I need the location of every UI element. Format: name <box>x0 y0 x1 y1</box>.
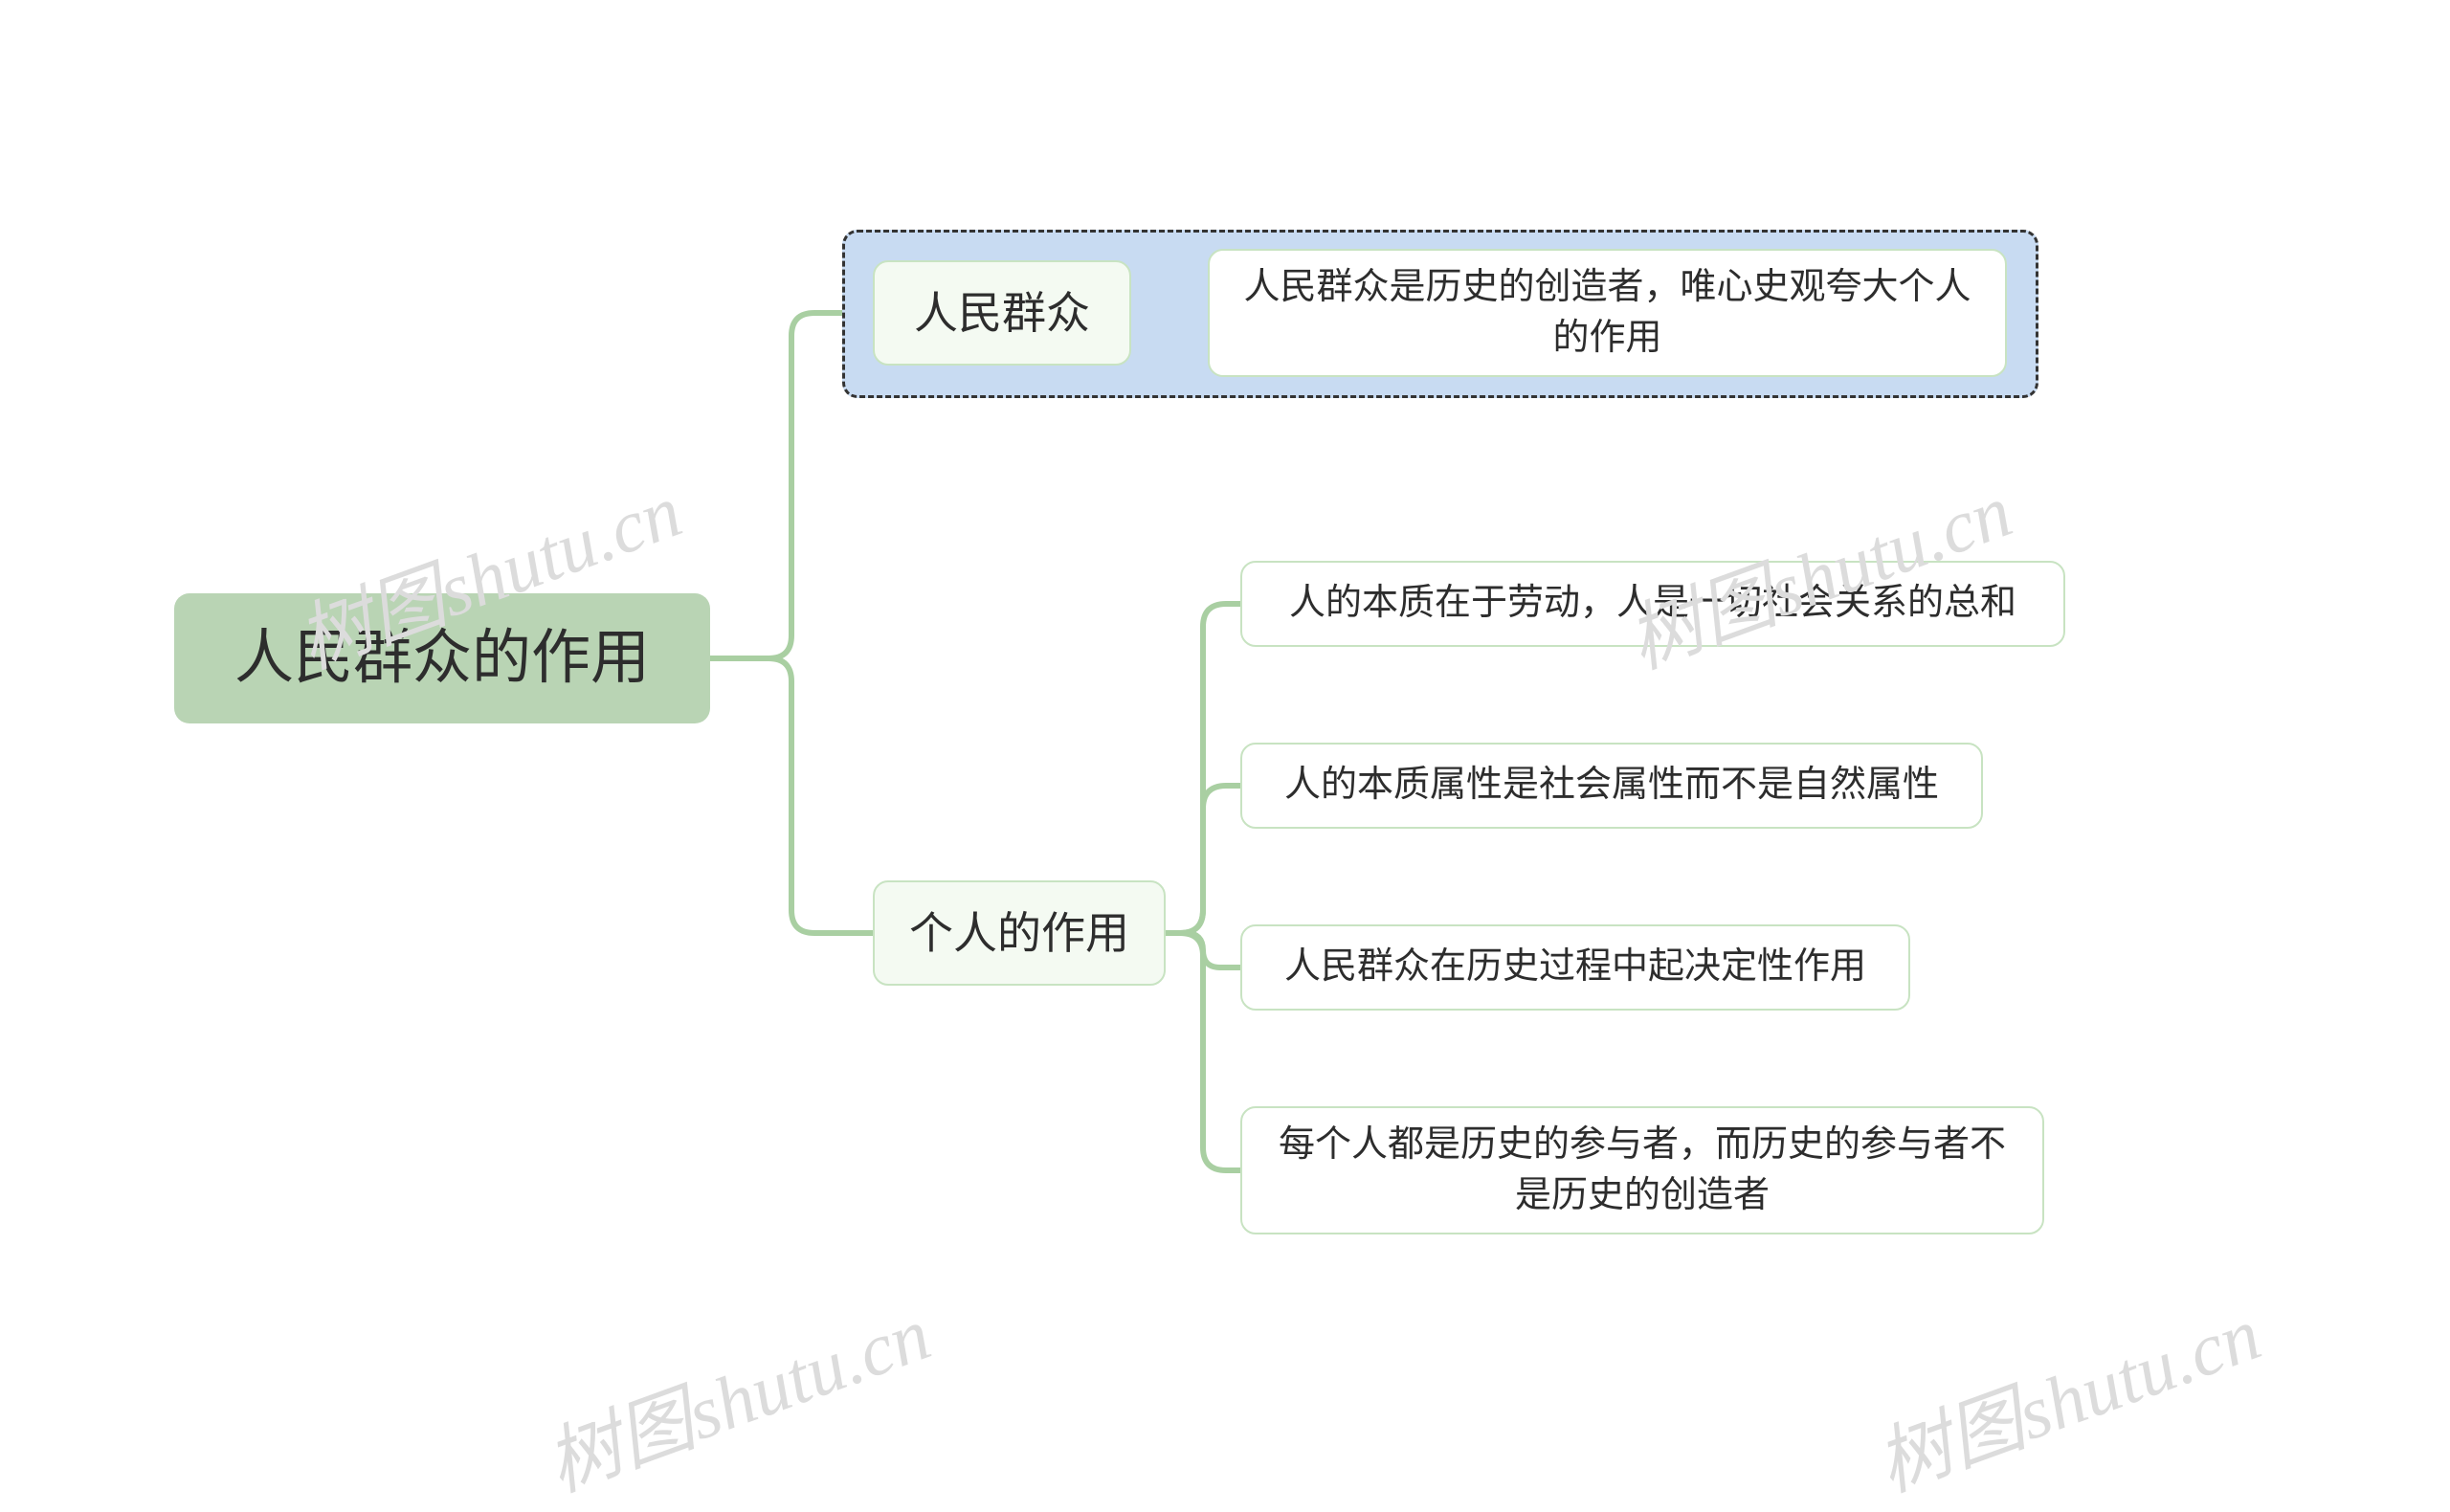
leaf-node-1-0[interactable]: 人民群众是历史的创造者，唯心史观夸大个人的作用 <box>1208 249 2007 377</box>
branch-node-2[interactable]: 个人的作用 <box>873 880 1166 986</box>
branch-node-1[interactable]: 人民群众 <box>873 260 1131 366</box>
leaf-1-0-label: 人民群众是历史的创造者，唯心史观夸大个人的作用 <box>1236 262 1978 364</box>
leaf-2-2-label: 人民群众在历史过程中起决定性作用 <box>1284 942 1866 992</box>
leaf-2-3-label: 每个人都是历史的参与者，而历史的参与者不是历史的创造者 <box>1269 1120 2016 1221</box>
watermark-3: 树图shutu.cn <box>1860 1275 2272 1512</box>
branch-1-label: 人民群众 <box>914 282 1090 344</box>
watermark-2: 树图shutu.cn <box>529 1275 942 1512</box>
mindmap-canvas: 人民群众的作用 人民群众 人民群众是历史的创造者，唯心史观夸大个人的作用 个人的… <box>0 0 2450 1455</box>
root-label: 人民群众的作用 <box>234 617 650 700</box>
branch-2-label: 个人的作用 <box>909 902 1129 964</box>
connector-layer <box>0 0 2450 1455</box>
leaf-node-2-3[interactable]: 每个人都是历史的参与者，而历史的参与者不是历史的创造者 <box>1240 1106 2044 1234</box>
leaf-2-1-label: 人的本质属性是社会属性而不是自然属性 <box>1284 760 1939 811</box>
leaf-node-2-2[interactable]: 人民群众在历史过程中起决定性作用 <box>1240 924 1910 1011</box>
leaf-2-0-label: 人的本质在于劳动，人是一切社会关系的总和 <box>1289 578 2016 629</box>
leaf-node-2-1[interactable]: 人的本质属性是社会属性而不是自然属性 <box>1240 743 1983 829</box>
root-node[interactable]: 人民群众的作用 <box>174 593 710 723</box>
leaf-node-2-0[interactable]: 人的本质在于劳动，人是一切社会关系的总和 <box>1240 561 2065 647</box>
